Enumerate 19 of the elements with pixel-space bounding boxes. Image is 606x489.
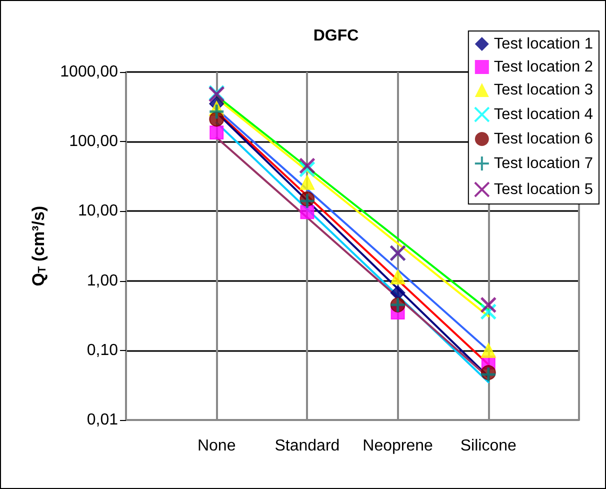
y-tick-label: 0,01 [86, 412, 118, 428]
legend-label: Test location 2 [494, 58, 594, 76]
x-tick-label: Silicone [460, 438, 517, 454]
legend-label: Test location 6 [494, 130, 594, 148]
y-tick-label: 0,10 [86, 342, 118, 359]
x-tick-label: None [197, 438, 236, 454]
legend-label: Test location 5 [494, 181, 594, 198]
y-tick-label: 1,00 [86, 272, 118, 290]
chart-title: DGFC [313, 28, 360, 44]
legend-label: Test location 7 [494, 155, 594, 172]
legend-label: Test location 4 [494, 106, 594, 123]
y-axis-title: QT (cm³/s) [29, 206, 48, 286]
y-tick-label: 1000,00 [60, 64, 118, 80]
x-tick-label: Neoprene [362, 438, 434, 454]
x-tick-label: Standard [274, 438, 340, 454]
y-tick-label: 100,00 [69, 133, 118, 150]
legend-label: Test location 3 [494, 82, 594, 98]
y-tick-label: 10,00 [78, 202, 118, 220]
legend-label: Test location 1 [494, 36, 594, 52]
